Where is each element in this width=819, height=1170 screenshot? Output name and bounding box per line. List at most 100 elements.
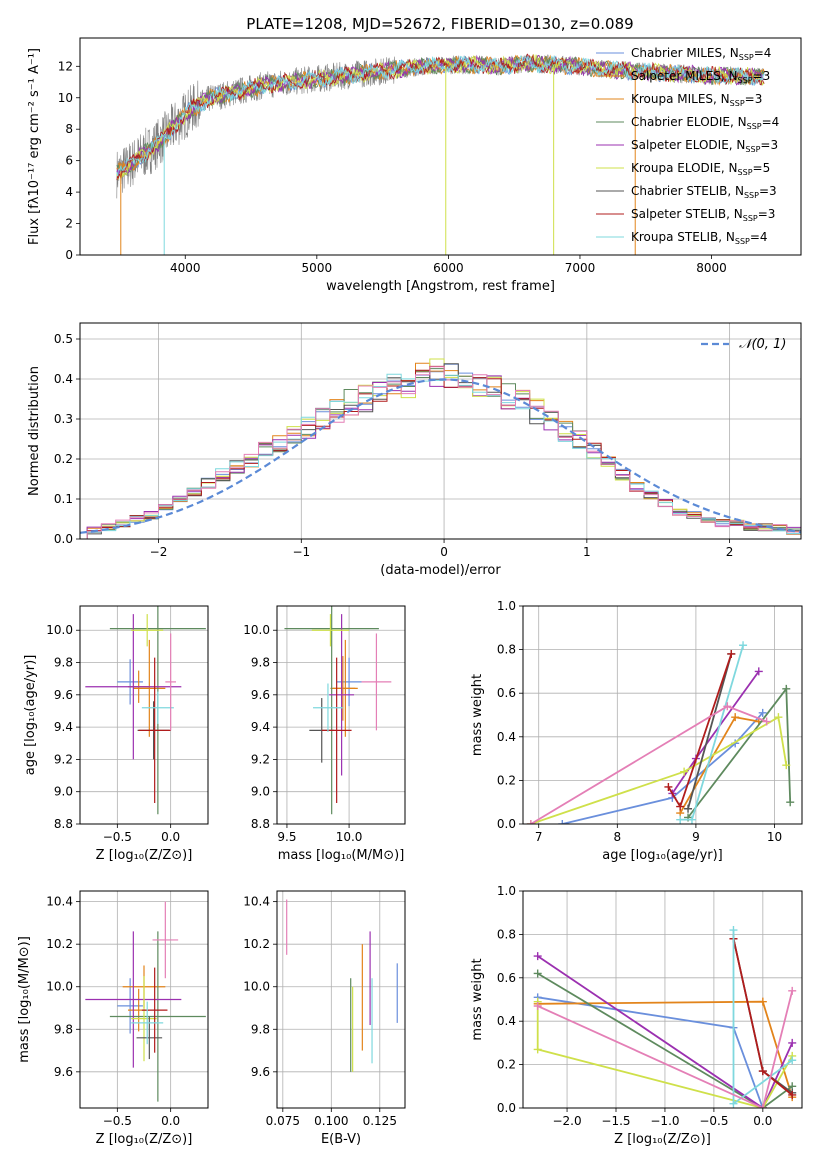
axes-frame (522, 890, 803, 1109)
y-tick-label: 0.2 (497, 773, 516, 787)
y-tick-label: 0.1 (54, 492, 73, 506)
weight-marker (788, 1056, 797, 1065)
y-tick-label: 10.0 (46, 980, 73, 994)
x-tick-label: −2 (150, 545, 168, 559)
weight-marker (782, 684, 791, 693)
axes-frame (522, 605, 803, 825)
x-tick-label: −0.5 (699, 1114, 728, 1128)
weight-marker (727, 649, 736, 658)
x-tick-label: −1.5 (601, 1114, 630, 1128)
legend-label: Chabrier MILES, NSSP=4 (631, 46, 771, 62)
y-tick-label: 8.8 (251, 817, 270, 831)
y-tick-label: 2 (65, 217, 73, 231)
y-tick-label: 9.8 (54, 656, 73, 670)
y-tick-label: 9.4 (251, 720, 270, 734)
legend-label: Salpeter ELODIE, NSSP=3 (631, 138, 778, 154)
legend-label: Kroupa STELIB, NSSP=4 (631, 230, 768, 246)
y-tick-label: 9.0 (251, 785, 270, 799)
legend-label: Salpeter STELIB, NSSP=3 (631, 207, 775, 223)
axes-frame (79, 37, 802, 256)
axes-frame (79, 322, 802, 540)
plot-area (85, 901, 206, 1102)
x-axis-label: age [log₁₀(age/yr)] (602, 848, 723, 863)
y-tick-label: 12 (58, 59, 73, 73)
x-axis-label: mass [log₁₀(M/M⊙)] (278, 848, 405, 863)
plot-area (80, 358, 801, 539)
y-tick-label: 0.2 (497, 1058, 516, 1072)
weight-marker (533, 969, 542, 978)
y-tick-label: 10.2 (243, 937, 270, 951)
legend-label: 𝒩(0, 1) (739, 337, 786, 352)
axes-frame (79, 890, 209, 1109)
legend-label: Chabrier ELODIE, NSSP=4 (631, 115, 779, 131)
weight-marker (758, 1104, 767, 1108)
weight-marker (731, 713, 740, 722)
figure-title: PLATE=1208, MJD=52672, FIBERID=0130, z=0… (246, 15, 633, 33)
weight-marker (729, 926, 738, 935)
legend-label: Chabrier STELIB, NSSP=3 (631, 184, 777, 200)
y-tick-label: 9.6 (251, 688, 270, 702)
weight-line (537, 996, 764, 1108)
axes-frame (276, 605, 406, 825)
weight-marker (676, 802, 685, 811)
weight-line (537, 955, 794, 1108)
x-axis-label: (data-model)/error (380, 563, 501, 578)
weight-marker (758, 1067, 767, 1076)
weight-marker (723, 702, 732, 711)
weight-marker (788, 1038, 797, 1047)
x-axis-label: E(B-V) (321, 1132, 361, 1147)
x-tick-label: 0.125 (363, 1114, 397, 1128)
y-tick-label: 10.2 (46, 937, 73, 951)
weight-marker (788, 986, 797, 995)
spectrum-panel: 4000 5000 6000 7000 8000 0 2 4 6 8 10 12 wavelength … (27, 37, 802, 294)
y-tick-label: 9.8 (54, 1022, 73, 1036)
normal-curve (80, 378, 801, 534)
x-tick-label: 9 (692, 830, 700, 844)
weight-marker (533, 952, 542, 961)
x-axis-label: wavelength [Angstrom, rest frame] (326, 279, 555, 294)
weight-marker (758, 997, 767, 1006)
y-tick-label: 0.0 (497, 817, 516, 831)
plot-area (116, 53, 765, 255)
weight-line (687, 653, 733, 809)
weight-marker (664, 782, 673, 791)
y-axis-label: age [log₁₀(age/yr)] (23, 655, 38, 776)
weight-marker (782, 761, 791, 770)
legend-label: Kroupa ELODIE, NSSP=5 (631, 161, 770, 177)
x-axis-label: Z [log₁₀(Z/Z⊙)] (614, 1132, 711, 1147)
y-tick-label: 9.2 (54, 752, 73, 766)
x-tick-label: 6000 (433, 261, 464, 275)
legend-label: Kroupa MILES, NSSP=3 (631, 92, 762, 108)
y-tick-label: 0.4 (54, 372, 73, 386)
age-vs-metallicity-panel: −0.5 0.0 8.8 9.0 9.2 9.4 9.6 9.8 10.0 Z [log₁₀(Z/… (23, 605, 209, 863)
weight-marker (774, 713, 783, 722)
weight-marker (758, 708, 767, 717)
y-tick-label: 8.8 (54, 817, 73, 831)
weight-marker (526, 820, 535, 824)
residuals-panel: −2 −1 0 1 2 0.0 0.1 0.2 0.3 0.4 0.5 (data-model)/er… (27, 322, 802, 578)
y-tick-label: 9.6 (54, 1065, 73, 1079)
plot-area (284, 606, 392, 815)
weight-marker (788, 1090, 797, 1099)
plot-area (286, 899, 398, 1072)
model-spectrum-line (116, 53, 765, 181)
y-tick-label: 1.0 (497, 884, 516, 898)
weight-marker (739, 641, 748, 650)
weight-marker (754, 667, 763, 676)
x-tick-label: 8000 (696, 261, 727, 275)
weight-line (537, 972, 793, 1108)
weight-line (562, 712, 764, 824)
plot-area (533, 926, 797, 1108)
y-tick-label: 0 (65, 248, 73, 262)
y-tick-label: 0.6 (497, 686, 516, 700)
y-axis-label: Normed distribution (27, 366, 42, 496)
y-tick-label: 0.8 (497, 643, 516, 657)
mass-vs-metallicity-panel: −0.5 0.0 9.6 9.8 10.0 10.2 10.4 Z [log₁₀(Z/Z⊙)]… (17, 890, 209, 1147)
y-tick-label: 10 (58, 91, 73, 105)
x-axis-label: Z [log₁₀(Z/Z⊙)] (96, 1132, 193, 1147)
y-tick-label: 0.8 (497, 927, 516, 941)
y-tick-label: 9.8 (251, 1022, 270, 1036)
y-tick-label: 4 (65, 185, 73, 199)
x-tick-label: 7000 (565, 261, 596, 275)
weight-marker (684, 804, 693, 813)
